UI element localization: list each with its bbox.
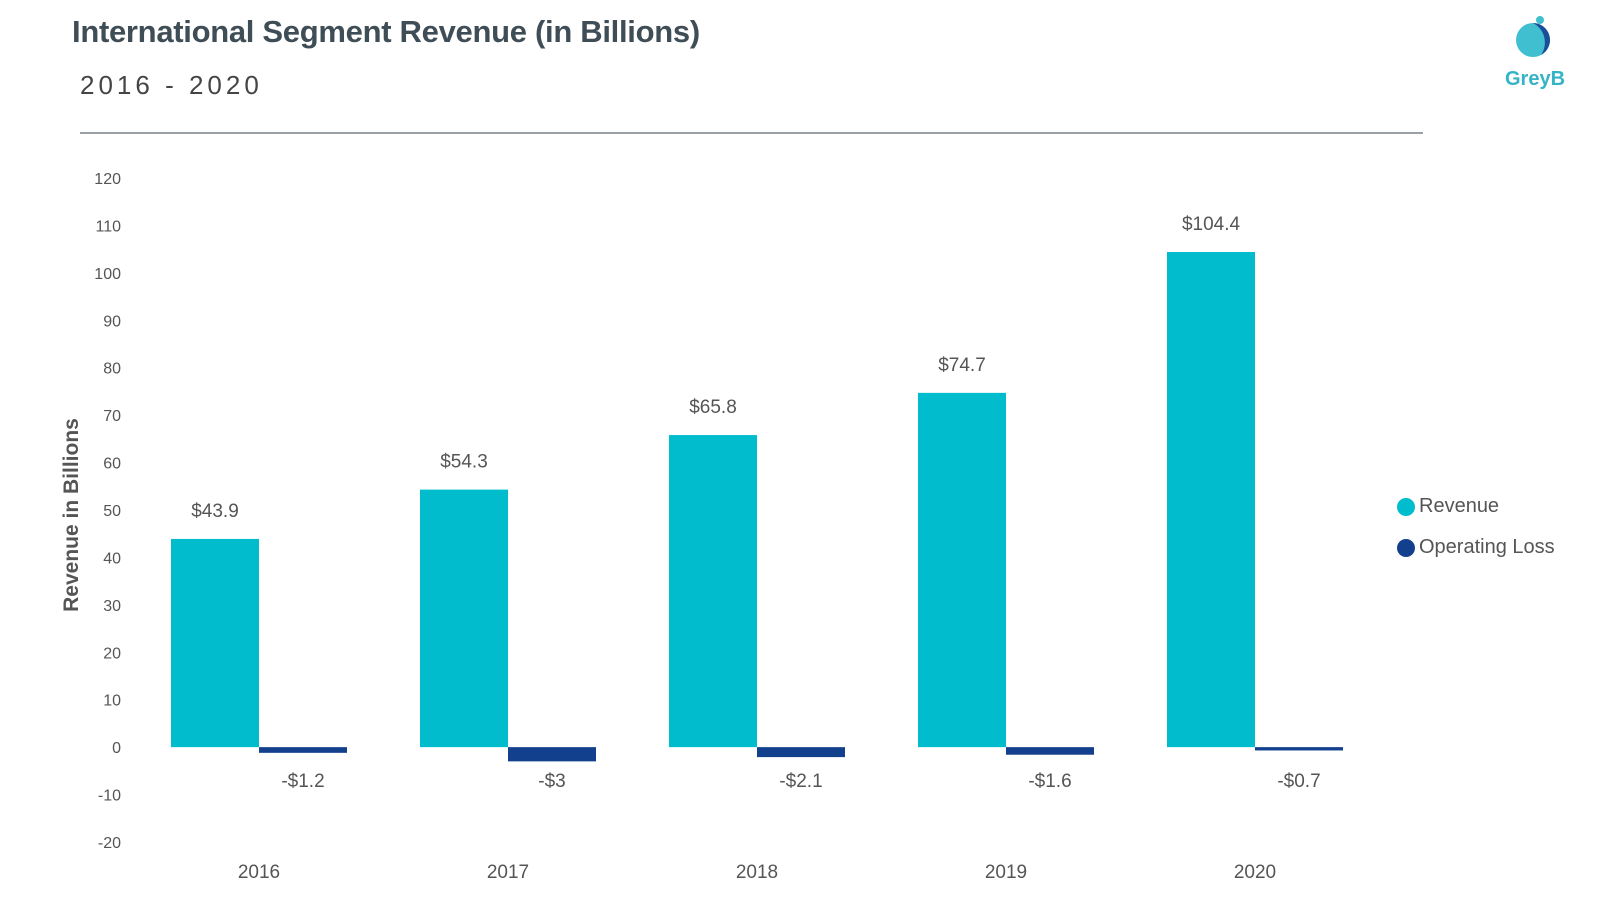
operating-loss-data-label: -$1.2 bbox=[281, 771, 324, 792]
y-tick-label: 50 bbox=[103, 503, 121, 520]
operating-loss-data-label: -$0.7 bbox=[1277, 771, 1320, 792]
y-tick-label: 10 bbox=[103, 693, 121, 710]
greyb-logo-text: GreyB bbox=[1504, 68, 1566, 90]
y-tick-label: 80 bbox=[103, 361, 121, 378]
header-divider bbox=[80, 132, 1423, 134]
x-tick-label: 2018 bbox=[736, 862, 778, 883]
x-tick-label: 2019 bbox=[985, 862, 1027, 883]
greyb-logo-icon bbox=[1516, 16, 1550, 57]
bars bbox=[171, 251, 1343, 762]
revenue-data-label: $54.3 bbox=[440, 452, 488, 473]
legend-item-revenue: Revenue bbox=[1397, 486, 1555, 527]
x-tick-label: 2017 bbox=[487, 862, 529, 883]
operating-loss-data-label: -$1.6 bbox=[1028, 771, 1071, 792]
chart-subtitle: 2016 - 2020 bbox=[80, 70, 263, 100]
y-tick-label: 120 bbox=[94, 171, 121, 188]
operating-loss-data-label: -$3 bbox=[538, 771, 565, 792]
revenue-data-label: $104.4 bbox=[1182, 214, 1241, 235]
x-tick-label: 2016 bbox=[238, 862, 280, 883]
y-tick-label: 110 bbox=[95, 218, 121, 235]
y-tick-label: -10 bbox=[98, 788, 121, 805]
y-tick-label: 100 bbox=[94, 266, 121, 283]
x-tick-label: 2020 bbox=[1234, 862, 1276, 883]
y-tick-label: 40 bbox=[103, 550, 121, 567]
operating-loss-data-label: -$2.1 bbox=[779, 771, 822, 792]
y-tick-label: 0 bbox=[112, 740, 121, 757]
revenue-bar bbox=[918, 392, 1006, 748]
operating-loss-bar bbox=[259, 747, 347, 753]
revenue-bar bbox=[420, 489, 508, 748]
legend: Revenue Operating Loss bbox=[1397, 486, 1555, 568]
operating-loss-bar bbox=[757, 747, 845, 758]
legend-label-operating-loss: Operating Loss bbox=[1419, 536, 1555, 558]
revenue-bar bbox=[171, 538, 259, 748]
operating-loss-bar bbox=[1006, 747, 1094, 755]
y-tick-label: 60 bbox=[103, 456, 121, 473]
y-axis-title: Revenue in Billions bbox=[60, 418, 83, 612]
y-tick-label: 90 bbox=[103, 313, 121, 330]
legend-label-revenue: Revenue bbox=[1419, 495, 1500, 517]
revenue-bar bbox=[1167, 251, 1255, 748]
revenue-data-label: $43.9 bbox=[191, 501, 239, 522]
revenue-data-label: $74.7 bbox=[938, 355, 986, 376]
operating-loss-bar bbox=[1255, 747, 1343, 751]
data-labels: $43.9 -$1.2 $54.3 -$3 $65.8 -$2.1 $74.7 -$1.6 $1… bbox=[191, 214, 1320, 792]
revenue-bar bbox=[669, 435, 757, 748]
legend-dot-operating-loss bbox=[1397, 538, 1415, 557]
chart-title: International Segment Revenue (in Billio… bbox=[72, 14, 700, 49]
y-tick-label: 30 bbox=[103, 598, 121, 615]
revenue-data-label: $65.8 bbox=[689, 397, 737, 418]
y-tick-label: -20 bbox=[98, 835, 121, 852]
legend-dot-revenue bbox=[1397, 497, 1415, 516]
y-tick-label: 70 bbox=[103, 408, 121, 425]
y-tick-label: 20 bbox=[103, 645, 121, 662]
x-axis: 2016 2017 2018 2019 2020 bbox=[238, 862, 1276, 883]
greyb-logo: GreyB bbox=[1500, 14, 1580, 104]
operating-loss-bar bbox=[508, 747, 596, 762]
legend-item-operating-loss: Operating Loss bbox=[1397, 527, 1555, 568]
